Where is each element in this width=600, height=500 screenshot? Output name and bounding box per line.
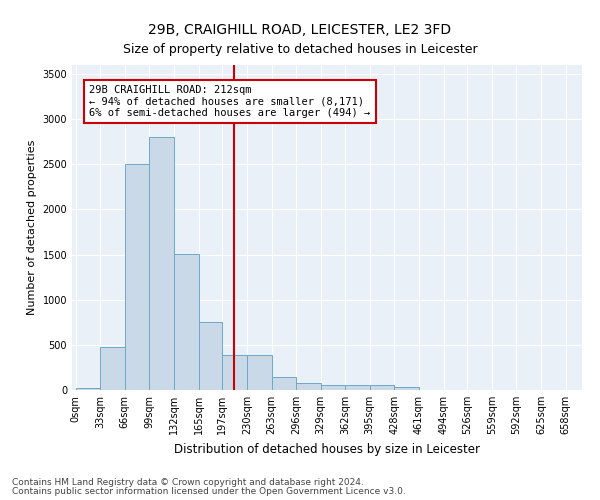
Bar bbox=[320, 385, 345, 390]
Bar bbox=[394, 388, 419, 390]
Text: Contains HM Land Registry data © Crown copyright and database right 2024.: Contains HM Land Registry data © Crown c… bbox=[12, 478, 364, 487]
Bar bbox=[247, 355, 272, 390]
Text: Size of property relative to detached houses in Leicester: Size of property relative to detached ho… bbox=[122, 42, 478, 56]
Bar bbox=[174, 254, 199, 390]
Bar bbox=[125, 164, 149, 390]
Bar bbox=[100, 346, 125, 390]
Bar bbox=[345, 385, 370, 390]
Y-axis label: Number of detached properties: Number of detached properties bbox=[27, 140, 37, 315]
Bar bbox=[370, 385, 394, 390]
Text: 29B, CRAIGHILL ROAD, LEICESTER, LE2 3FD: 29B, CRAIGHILL ROAD, LEICESTER, LE2 3FD bbox=[148, 22, 452, 36]
Bar bbox=[296, 383, 320, 390]
Bar bbox=[149, 137, 174, 390]
Bar bbox=[76, 388, 100, 390]
Bar bbox=[272, 378, 296, 390]
Text: 29B CRAIGHILL ROAD: 212sqm
← 94% of detached houses are smaller (8,171)
6% of se: 29B CRAIGHILL ROAD: 212sqm ← 94% of deta… bbox=[89, 85, 370, 118]
Bar bbox=[199, 322, 223, 390]
X-axis label: Distribution of detached houses by size in Leicester: Distribution of detached houses by size … bbox=[174, 442, 480, 456]
Text: Contains public sector information licensed under the Open Government Licence v3: Contains public sector information licen… bbox=[12, 487, 406, 496]
Bar bbox=[223, 355, 247, 390]
